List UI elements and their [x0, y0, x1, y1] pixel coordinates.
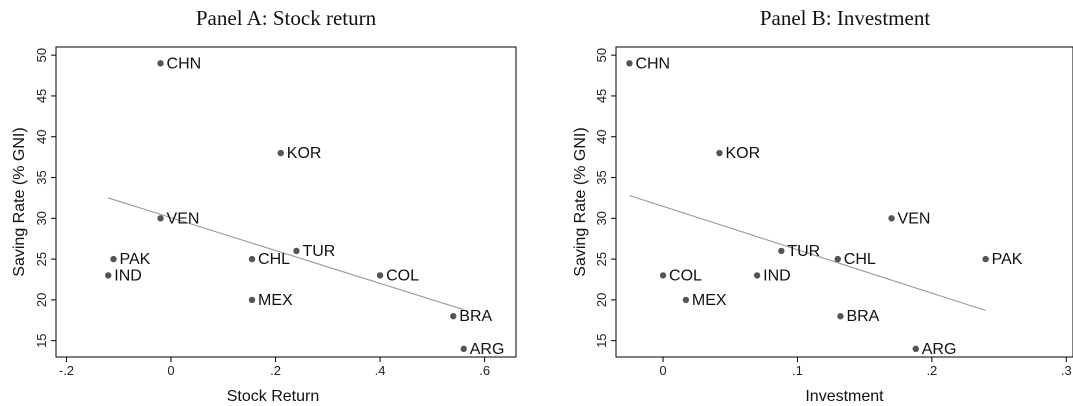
scatter-point: [248, 255, 256, 263]
point-label: CHL: [844, 251, 876, 268]
panel-b: Panel B: Investment 15 20 25 30 35 40 45 50 0 .1 .2…: [572, 6, 1073, 405]
y-tick-label: 15: [594, 333, 609, 347]
panel-title: Panel B: Investment: [760, 6, 930, 30]
point-label: KOR: [725, 145, 760, 162]
x-axis-label: Stock Return: [227, 388, 319, 405]
y-tick-label: 45: [594, 89, 609, 103]
scatter-point: [834, 255, 841, 263]
point-label: VEN: [167, 210, 200, 227]
scatter-point: [837, 313, 844, 320]
scatter-point: [450, 313, 457, 320]
point-label: VEN: [898, 210, 931, 227]
scatter-point: [716, 149, 723, 157]
point-label: ARG: [470, 341, 505, 358]
y-tick-label: 20: [34, 293, 49, 307]
scatter-point: [753, 272, 761, 279]
y-tick-label: 40: [594, 130, 609, 144]
point-label: IND: [114, 267, 142, 284]
plot-frame: [615, 46, 1073, 358]
scatter-point: [157, 215, 164, 222]
point-label: PAK: [120, 251, 151, 268]
point-label: ARG: [922, 341, 957, 358]
point-label: CHN: [635, 55, 670, 72]
point-label: TUR: [302, 243, 335, 260]
scatter-point: [248, 296, 256, 304]
scatter-point: [293, 247, 300, 255]
point-label: MEX: [692, 292, 727, 309]
y-axis-label: Saving Rate (% GNI): [11, 127, 28, 276]
point-label: BRA: [459, 308, 492, 325]
scatter-point: [460, 345, 467, 353]
y-tick-label: 30: [34, 211, 49, 225]
y-tick-label: 25: [594, 252, 609, 266]
y-tick-label: 35: [34, 170, 49, 184]
scatter-point: [778, 247, 785, 255]
scatter-point: [110, 255, 117, 263]
point-label: KOR: [287, 145, 322, 162]
point-label: MEX: [258, 292, 293, 309]
scatter-point: [912, 345, 919, 353]
x-tick-label: -.2: [59, 363, 74, 378]
x-axis-label: Investment: [805, 388, 884, 405]
fit-line: [108, 197, 464, 311]
y-tick-label: 30: [594, 211, 609, 225]
y-tick-label: 50: [594, 48, 609, 62]
point-label: CHN: [167, 55, 202, 72]
scatter-point: [682, 296, 690, 304]
x-tick-label: .6: [479, 363, 490, 378]
scatter-point: [982, 255, 989, 263]
panel-title: Panel A: Stock return: [196, 6, 377, 30]
point-label: PAK: [992, 251, 1023, 268]
y-tick-label: 20: [594, 293, 609, 307]
point-label: IND: [763, 267, 791, 284]
y-tick-label: 45: [34, 89, 49, 103]
point-label: TUR: [787, 243, 820, 260]
y-tick-label: 35: [594, 170, 609, 184]
x-tick-label: .2: [270, 363, 281, 378]
x-tick-label: .4: [375, 363, 386, 378]
fit-line: [629, 194, 986, 312]
x-tick-label: 0: [167, 363, 174, 378]
x-tick-label: .3: [1061, 363, 1072, 378]
y-tick-label: 25: [34, 252, 49, 266]
scatter-point: [888, 215, 895, 222]
y-tick-label: 15: [34, 333, 49, 347]
scatter-point: [659, 272, 667, 279]
y-axis-label: Saving Rate (% GNI): [572, 127, 589, 276]
x-tick-label: .2: [926, 363, 937, 378]
x-tick-label: 0: [659, 363, 666, 378]
scatter-point: [626, 60, 633, 67]
scatter-point: [376, 272, 384, 279]
point-label: COL: [386, 267, 419, 284]
plot-frame: [55, 46, 517, 358]
point-label: BRA: [846, 308, 879, 325]
point-label: COL: [669, 267, 702, 284]
scatter-point: [105, 272, 112, 279]
y-tick-label: 40: [34, 130, 49, 144]
point-label: CHL: [258, 251, 290, 268]
scatter-point: [277, 149, 284, 157]
x-tick-label: .1: [792, 363, 803, 378]
panel-a: Panel A: Stock return 15 20 25 30 35 40 45 50 -.2…: [11, 6, 517, 405]
y-tick-label: 50: [34, 48, 49, 62]
scatter-point: [157, 60, 164, 67]
